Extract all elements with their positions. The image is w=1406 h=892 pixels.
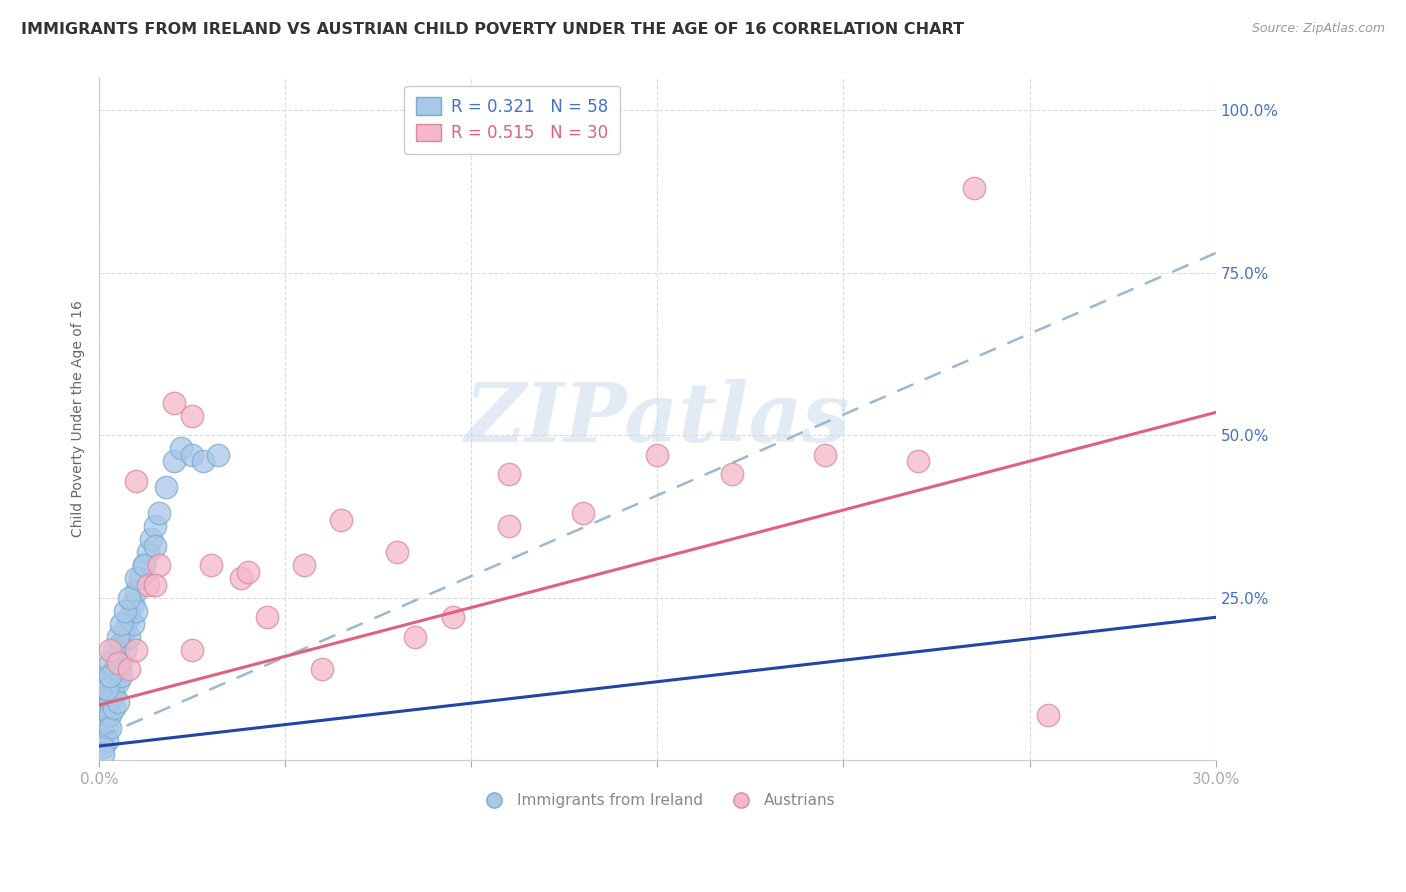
Point [107, 649, 129, 664]
Point [143, 539, 166, 553]
Point [91, 740, 114, 755]
Point [107, 695, 129, 709]
Point [256, 610, 278, 624]
Point [143, 519, 166, 533]
Point [125, 642, 148, 657]
Point [121, 597, 143, 611]
Point [103, 689, 125, 703]
Point [498, 467, 520, 482]
Point [96, 689, 118, 703]
Point [96, 707, 118, 722]
Point [91, 714, 114, 729]
Point [236, 565, 259, 579]
Point [96, 701, 118, 715]
Point [91, 727, 114, 741]
Point [143, 578, 166, 592]
Point [103, 662, 125, 676]
Point [98, 675, 121, 690]
Point [107, 675, 129, 690]
Point [91, 701, 114, 715]
Point [330, 513, 353, 527]
Point [107, 662, 129, 676]
Point [110, 636, 132, 650]
Point [103, 642, 125, 657]
Point [114, 642, 136, 657]
Point [118, 591, 141, 605]
Point [162, 395, 184, 409]
Point [181, 642, 204, 657]
Point [385, 545, 408, 559]
Text: IMMIGRANTS FROM IRELAND VS AUSTRIAN CHILD POVERTY UNDER THE AGE OF 16 CORRELATIO: IMMIGRANTS FROM IRELAND VS AUSTRIAN CHIL… [21, 22, 965, 37]
Point [148, 506, 170, 520]
Point [170, 441, 193, 455]
Point [572, 506, 595, 520]
Point [125, 571, 148, 585]
Point [96, 721, 118, 735]
Point [141, 533, 163, 547]
Point [498, 519, 520, 533]
Point [103, 701, 125, 715]
Text: ZIPatlas: ZIPatlas [464, 379, 851, 458]
Point [148, 558, 170, 573]
Point [405, 630, 427, 644]
Point [96, 681, 118, 696]
Point [91, 747, 114, 761]
Point [107, 656, 129, 670]
Point [162, 454, 184, 468]
Point [1038, 707, 1060, 722]
Point [441, 610, 464, 624]
Point [136, 578, 159, 592]
Text: Source: ZipAtlas.com: Source: ZipAtlas.com [1251, 22, 1385, 36]
Point [963, 181, 986, 195]
Point [125, 584, 148, 599]
Point [129, 571, 152, 585]
Point [110, 669, 132, 683]
Point [107, 630, 129, 644]
Point [118, 662, 141, 676]
Point [98, 669, 121, 683]
Point [647, 448, 669, 462]
Point [292, 558, 315, 573]
Point [98, 656, 121, 670]
Point [814, 448, 837, 462]
Point [207, 448, 229, 462]
Point [311, 662, 333, 676]
Point [229, 571, 252, 585]
Point [121, 616, 143, 631]
Point [118, 610, 141, 624]
Point [114, 624, 136, 638]
Point [114, 604, 136, 618]
Point [118, 630, 141, 644]
Point [907, 454, 929, 468]
Point [125, 604, 148, 618]
Point [103, 675, 125, 690]
Point [98, 707, 121, 722]
Point [110, 656, 132, 670]
Point [136, 545, 159, 559]
Point [193, 454, 215, 468]
Point [96, 669, 118, 683]
Legend: Immigrants from Ireland, Austrians: Immigrants from Ireland, Austrians [472, 787, 842, 814]
Point [110, 616, 132, 631]
Point [200, 558, 222, 573]
Point [96, 734, 118, 748]
Point [98, 695, 121, 709]
Point [721, 467, 744, 482]
Point [98, 642, 121, 657]
Point [181, 409, 204, 423]
Point [132, 558, 155, 573]
Point [132, 558, 155, 573]
Point [125, 474, 148, 488]
Point [155, 480, 177, 494]
Point [98, 689, 121, 703]
Y-axis label: Child Poverty Under the Age of 16: Child Poverty Under the Age of 16 [72, 301, 86, 537]
Point [181, 448, 204, 462]
Point [98, 721, 121, 735]
